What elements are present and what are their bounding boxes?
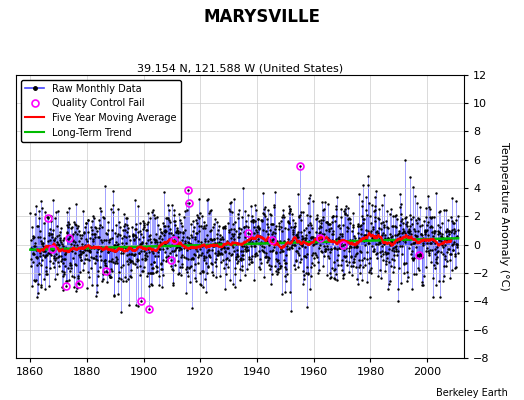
- Text: MARYSVILLE: MARYSVILLE: [203, 8, 321, 26]
- Legend: Raw Monthly Data, Quality Control Fail, Five Year Moving Average, Long-Term Tren: Raw Monthly Data, Quality Control Fail, …: [21, 80, 181, 142]
- Title: 39.154 N, 121.588 W (United States): 39.154 N, 121.588 W (United States): [137, 64, 343, 74]
- Text: Berkeley Earth: Berkeley Earth: [436, 388, 508, 398]
- Y-axis label: Temperature Anomaly (°C): Temperature Anomaly (°C): [499, 142, 509, 291]
